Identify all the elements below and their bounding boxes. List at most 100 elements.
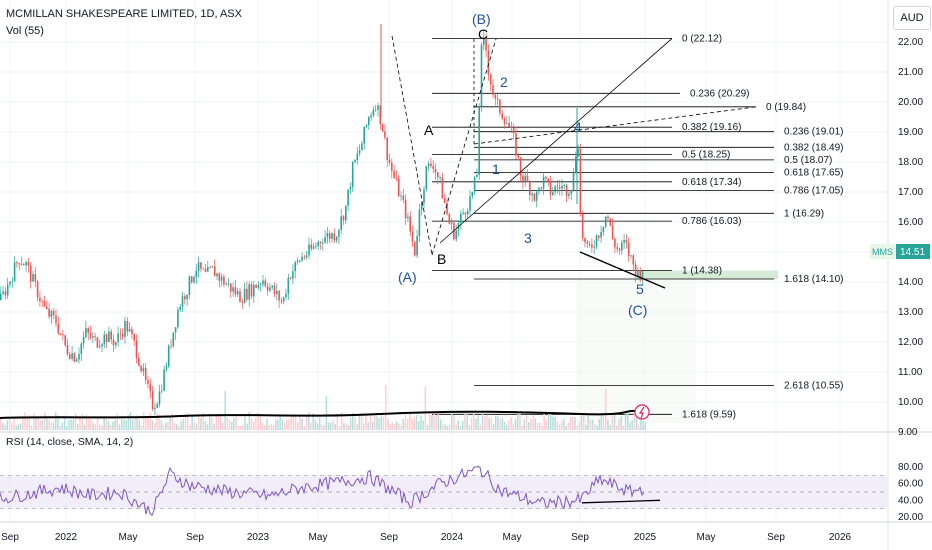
rsi-label[interactable]: RSI (14, close, SMA, 14, 2) xyxy=(6,436,134,448)
candle-body xyxy=(535,191,538,201)
fib-label: 2.618 (10.55) xyxy=(784,381,844,392)
volume-bar xyxy=(305,416,308,430)
candle-body xyxy=(179,306,181,310)
volume-bar xyxy=(41,420,44,430)
volume-bar xyxy=(435,414,438,430)
candle-body xyxy=(59,333,62,335)
volume-bar xyxy=(330,422,332,430)
time-tick-label: Sep xyxy=(186,532,204,543)
candle-body xyxy=(144,368,147,380)
candle-body xyxy=(547,178,549,182)
volume-bar xyxy=(411,419,413,430)
volume-bar xyxy=(235,416,237,430)
candle-body xyxy=(598,235,600,238)
volume-bar xyxy=(501,418,504,430)
candle-body xyxy=(466,210,469,215)
volume-bar xyxy=(138,419,141,430)
volume-bar xyxy=(514,419,517,430)
volume-bar xyxy=(156,413,158,430)
volume-bar xyxy=(286,419,288,430)
volume-bar xyxy=(415,414,418,430)
volume-bar xyxy=(442,424,444,430)
candle-body xyxy=(501,113,503,119)
candle-body xyxy=(441,177,444,199)
volume-bar xyxy=(569,416,572,430)
volume-bar xyxy=(193,422,196,430)
candle-body xyxy=(563,185,566,186)
fib-levels: 0 (22.12) 0.236 (20.29) 0 (19.84) 0.236 (19… xyxy=(432,33,844,420)
time-tick-label: 2024 xyxy=(441,532,464,543)
volume-bar xyxy=(534,418,537,430)
candle-body xyxy=(18,263,20,265)
volume-bar xyxy=(55,412,57,430)
candle-body xyxy=(103,334,106,345)
volume-bar xyxy=(178,425,180,430)
candle-body xyxy=(296,260,299,263)
volume-bar xyxy=(398,423,400,430)
volume-bar xyxy=(532,415,534,430)
channel-line xyxy=(473,106,757,145)
volume-bar xyxy=(209,415,211,430)
currency-button[interactable]: AUD xyxy=(893,6,931,30)
candle-body xyxy=(393,171,395,178)
candle-body xyxy=(243,288,246,303)
candle-body xyxy=(570,190,572,194)
candle-body xyxy=(223,276,225,285)
volume-bar xyxy=(367,422,369,430)
candle-body xyxy=(328,232,331,239)
volume-bar xyxy=(541,425,543,430)
volume-bar xyxy=(422,420,424,430)
volume-bar xyxy=(433,413,435,430)
volume-bar xyxy=(385,384,387,430)
volume-bar xyxy=(545,419,548,430)
volume-bar xyxy=(393,423,396,430)
volume-bar xyxy=(470,417,473,430)
volume-bar xyxy=(600,412,603,430)
volume-bar xyxy=(609,424,611,430)
candle-body xyxy=(278,291,280,301)
volume-bar xyxy=(220,413,222,430)
candle-body xyxy=(517,155,520,158)
candle-body xyxy=(593,246,595,248)
candle-body xyxy=(23,264,25,266)
candle-body xyxy=(473,177,476,192)
volume-bar xyxy=(565,425,567,430)
volume-bar xyxy=(437,414,440,430)
candle-body xyxy=(4,291,7,296)
volume-bar xyxy=(297,422,299,430)
candle-body xyxy=(292,271,294,279)
time-tick-label: Sep xyxy=(571,532,589,543)
symbol-title[interactable]: MCMILLAN SHAKESPEARE LIMITED, 1D, ASX xyxy=(6,8,242,20)
volume-bar xyxy=(288,419,290,430)
volume-bar xyxy=(479,424,482,430)
volume-bar xyxy=(68,419,70,430)
volume-bar xyxy=(180,421,182,430)
volume-bar xyxy=(264,425,266,430)
candle-body xyxy=(379,105,382,125)
volume-bar xyxy=(341,412,343,430)
volume-bar xyxy=(22,416,24,430)
candle-body xyxy=(135,340,138,358)
candle-body xyxy=(184,296,186,300)
candle-body xyxy=(20,264,23,265)
candle-body xyxy=(133,334,135,341)
volume-bar xyxy=(26,418,28,430)
candle-body xyxy=(611,225,614,240)
volume-bar xyxy=(519,412,521,430)
volume-bar xyxy=(299,415,301,430)
candle-body xyxy=(443,198,446,203)
volume-bar xyxy=(182,419,185,430)
wave-line xyxy=(391,35,433,256)
candle-body xyxy=(299,260,301,262)
volume-bar xyxy=(92,422,94,430)
fib-label: 0.618 (17.34) xyxy=(682,177,742,188)
candle-body xyxy=(446,202,448,214)
candle-body xyxy=(82,336,85,344)
volume-bar xyxy=(400,424,402,430)
candle-body xyxy=(499,99,501,114)
volume-label[interactable]: Vol (55) xyxy=(6,25,44,37)
volume-bar xyxy=(74,413,77,430)
volume-bar xyxy=(420,415,422,430)
candle-body xyxy=(71,353,73,359)
